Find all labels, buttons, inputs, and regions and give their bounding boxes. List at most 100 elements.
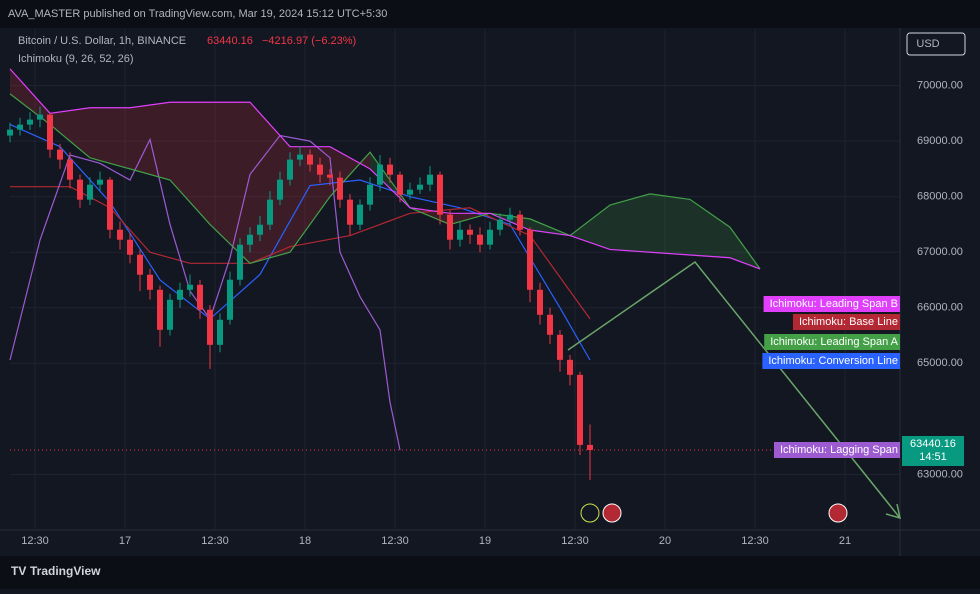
countdown: 14:51 xyxy=(919,451,947,463)
indicator-line xyxy=(9,134,401,451)
candle-body xyxy=(487,229,493,245)
candle-body xyxy=(347,199,353,225)
legend-tag xyxy=(773,442,900,458)
currency: USD xyxy=(916,38,939,50)
cloud xyxy=(50,107,90,158)
drawing-arrow xyxy=(567,260,901,519)
y-tick-label: 66000.00 xyxy=(917,302,963,314)
candle-body xyxy=(567,359,573,375)
candle-body xyxy=(37,114,43,120)
legend-label: Ichimoku: Leading Span A xyxy=(770,336,898,348)
legend-tag xyxy=(762,353,900,369)
candle-body xyxy=(77,179,83,200)
top-bar xyxy=(0,0,980,28)
candle-body xyxy=(357,204,363,225)
candle-body xyxy=(377,164,383,185)
cloud xyxy=(690,199,730,258)
candle-body xyxy=(367,184,373,205)
x-tick-label: 18 xyxy=(299,535,311,547)
brand-logo: TV xyxy=(11,564,26,578)
y-tick-label: 70000.00 xyxy=(917,79,963,91)
candle-body xyxy=(97,179,103,185)
cloud xyxy=(210,102,250,264)
candle-body xyxy=(147,274,153,290)
legend-tag xyxy=(764,334,900,350)
candle-body xyxy=(237,244,243,280)
candle-body xyxy=(247,234,253,245)
candle-body xyxy=(87,184,93,200)
candle-body xyxy=(227,279,233,320)
indicator-line xyxy=(9,68,761,270)
candle-body xyxy=(137,254,143,275)
candle-body xyxy=(307,154,313,165)
candle-body xyxy=(177,289,183,300)
legend-label: Ichimoku: Leading Span B xyxy=(770,298,898,310)
candle-body xyxy=(537,289,543,315)
event-icon xyxy=(580,503,600,523)
x-tick-label: 12:30 xyxy=(741,535,769,547)
candle-body xyxy=(267,199,273,225)
cloud xyxy=(170,102,210,225)
x-tick-label: 12:30 xyxy=(21,535,49,547)
candle-body xyxy=(457,229,463,240)
candle-body xyxy=(577,374,583,445)
candle-body xyxy=(257,224,263,235)
indicator-label: Ichimoku (9, 26, 52, 26) xyxy=(18,53,134,65)
candle-body xyxy=(67,159,73,180)
candle-body xyxy=(557,334,563,360)
candle-body xyxy=(517,214,523,230)
candle-body xyxy=(397,174,403,195)
brand: TradingView xyxy=(30,564,101,578)
x-tick-label: 12:30 xyxy=(201,535,229,547)
candle-body xyxy=(417,184,423,190)
y-tick-label: 65000.00 xyxy=(917,357,963,369)
currency-button[interactable] xyxy=(906,32,966,56)
candle-body xyxy=(57,149,63,160)
legend-label: Ichimoku: Base Line xyxy=(799,316,898,328)
legend-tag xyxy=(792,314,900,330)
legend-tag xyxy=(763,296,900,312)
candle-body xyxy=(507,214,513,220)
candle-body xyxy=(277,179,283,200)
candle-body xyxy=(107,179,113,230)
legend-label: Ichimoku: Lagging Span xyxy=(780,444,898,456)
candle-body xyxy=(27,119,33,125)
candle-body xyxy=(427,174,433,185)
candle-body xyxy=(467,229,473,235)
y-tick-label: 63000.00 xyxy=(917,468,963,480)
x-tick-label: 19 xyxy=(479,535,491,547)
candle-body xyxy=(497,219,503,230)
y-tick-label: 67000.00 xyxy=(917,246,963,258)
cloud xyxy=(610,193,650,253)
flag-icon xyxy=(828,503,848,523)
candle-body xyxy=(197,284,203,310)
cloud xyxy=(650,193,690,255)
flag-icon xyxy=(602,503,622,523)
candle-body xyxy=(477,234,483,245)
x-tick-label: 20 xyxy=(659,535,671,547)
candle-body xyxy=(297,154,303,160)
candle-body xyxy=(127,239,133,255)
x-tick-label: 12:30 xyxy=(381,535,409,547)
arrow-head xyxy=(885,503,901,520)
indicator-line xyxy=(10,186,591,320)
candle-body xyxy=(407,189,413,195)
candle-body xyxy=(317,164,323,175)
candle-body xyxy=(47,114,53,150)
bottom-bar xyxy=(0,556,980,589)
candle-body xyxy=(287,159,293,180)
candle-body xyxy=(387,164,393,175)
price-change: −4216.97 (−6.23%) xyxy=(262,35,356,47)
candle-body xyxy=(337,177,343,200)
y-tick-label: 69000.00 xyxy=(917,135,963,147)
cloud xyxy=(570,205,610,250)
candle-body xyxy=(187,284,193,290)
candle-body xyxy=(527,229,533,290)
x-tick-label: 17 xyxy=(119,535,131,547)
candle-body xyxy=(157,289,163,330)
candle-body xyxy=(7,129,13,136)
price-tag xyxy=(902,435,964,466)
x-tick-label: 21 xyxy=(839,535,851,547)
